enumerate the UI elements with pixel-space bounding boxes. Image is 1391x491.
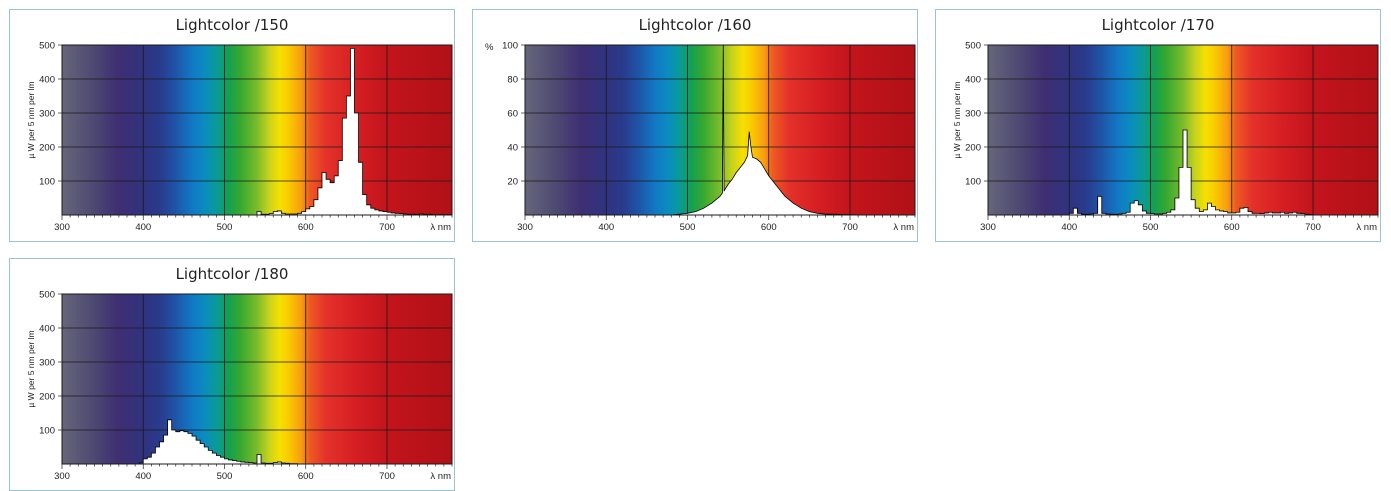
chart-panel-180: Lightcolor /180 300 400 500 600 700 λ nm 100 20… [9, 258, 455, 491]
x-tick-label: 400 [598, 222, 614, 233]
x-tick-label: 600 [298, 222, 314, 233]
x-tick-label: 500 [217, 222, 233, 233]
chart-title: Lightcolor /150 [175, 16, 289, 34]
y-tick-label: 200 [39, 143, 55, 154]
y-tick-label: 100 [39, 177, 55, 188]
x-tick-label: 300 [517, 222, 533, 233]
spectrum-background [62, 294, 452, 464]
x-tick-label: 400 [135, 471, 151, 482]
y-axis-label: µ W per 5 nm per lm [26, 330, 36, 407]
y-tick-label: 300 [39, 358, 55, 369]
x-tick-label: 500 [1143, 222, 1159, 233]
x-tick-label: 500 [680, 222, 696, 233]
spectrum-background [62, 45, 452, 215]
y-tick-label: 300 [965, 109, 981, 120]
y-tick-label: 100 [502, 41, 518, 52]
x-tick-label: 400 [1061, 222, 1077, 233]
x-tick-label: 300 [54, 471, 70, 482]
y-axis-label: µ W per 5 nm per lm [26, 81, 36, 158]
y-axis-label: µ W per 5 nm per lm [952, 81, 962, 158]
y-tick-label: 500 [965, 41, 981, 52]
x-axis-label: λ nm [893, 222, 914, 233]
x-tick-label: 300 [980, 222, 996, 233]
y-tick-label: 80 [507, 75, 518, 86]
x-tick-label: 600 [761, 222, 777, 233]
y-tick-label: 400 [39, 324, 55, 335]
spectrum-chart: 300 400 500 600 700 λ nm 100 200 300 400 500 µ W pe… [26, 41, 453, 233]
x-tick-label: 600 [298, 471, 314, 482]
y-tick-label: 400 [39, 75, 55, 86]
chart-panel-150: Lightcolor /150 300 400 500 600 700 λ nm 100 20… [9, 9, 455, 242]
spectrum-curve [671, 44, 915, 216]
x-tick-label: 700 [842, 222, 858, 233]
y-tick-label: 100 [965, 177, 981, 188]
chart-panel-170: Lightcolor /170 300 400 500 600 700 λ nm 100 20… [935, 9, 1381, 242]
spectrum-chart: 300 400 500 600 700 λ nm 100 200 300 400 500 µ W pe… [26, 290, 453, 482]
y-tick-label: 100 [39, 426, 55, 437]
y-axis-label: % [485, 42, 494, 53]
x-tick-label: 700 [379, 471, 395, 482]
y-tick-label: 200 [39, 392, 55, 403]
chart-panel-160: Lightcolor /160 300 400 500 600 700 λ nm 20 40 6… [472, 9, 918, 242]
y-tick-label: 500 [39, 41, 55, 52]
y-tick-label: 400 [965, 75, 981, 86]
chart-title: Lightcolor /170 [1101, 16, 1215, 34]
y-tick-label: 300 [39, 109, 55, 120]
y-tick-label: 500 [39, 290, 55, 301]
y-tick-label: 200 [965, 143, 981, 154]
x-axis-label: λ nm [430, 222, 451, 233]
chart-title: Lightcolor /160 [638, 16, 752, 34]
x-tick-label: 400 [135, 222, 151, 233]
y-tick-label: 40 [507, 143, 518, 154]
spectrum-curve [1065, 129, 1314, 216]
spectrum-curve [135, 419, 299, 465]
y-tick-label: 20 [507, 177, 518, 188]
x-tick-label: 700 [379, 222, 395, 233]
x-tick-label: 300 [54, 222, 70, 233]
x-tick-label: 700 [1305, 222, 1321, 233]
spectrum-curve [240, 48, 453, 216]
spectrum-chart: 300 400 500 600 700 λ nm 100 200 300 400 500 µ W pe… [952, 41, 1379, 233]
chart-title: Lightcolor /180 [175, 265, 289, 283]
x-axis-label: λ nm [1356, 222, 1377, 233]
spectrum-chart: 300 400 500 600 700 λ nm 20 40 60 80 100% [485, 41, 916, 233]
x-tick-label: 500 [217, 471, 233, 482]
spectrum-background [525, 45, 915, 215]
x-axis-label: λ nm [430, 471, 451, 482]
x-tick-label: 600 [1224, 222, 1240, 233]
y-tick-label: 60 [507, 109, 518, 120]
